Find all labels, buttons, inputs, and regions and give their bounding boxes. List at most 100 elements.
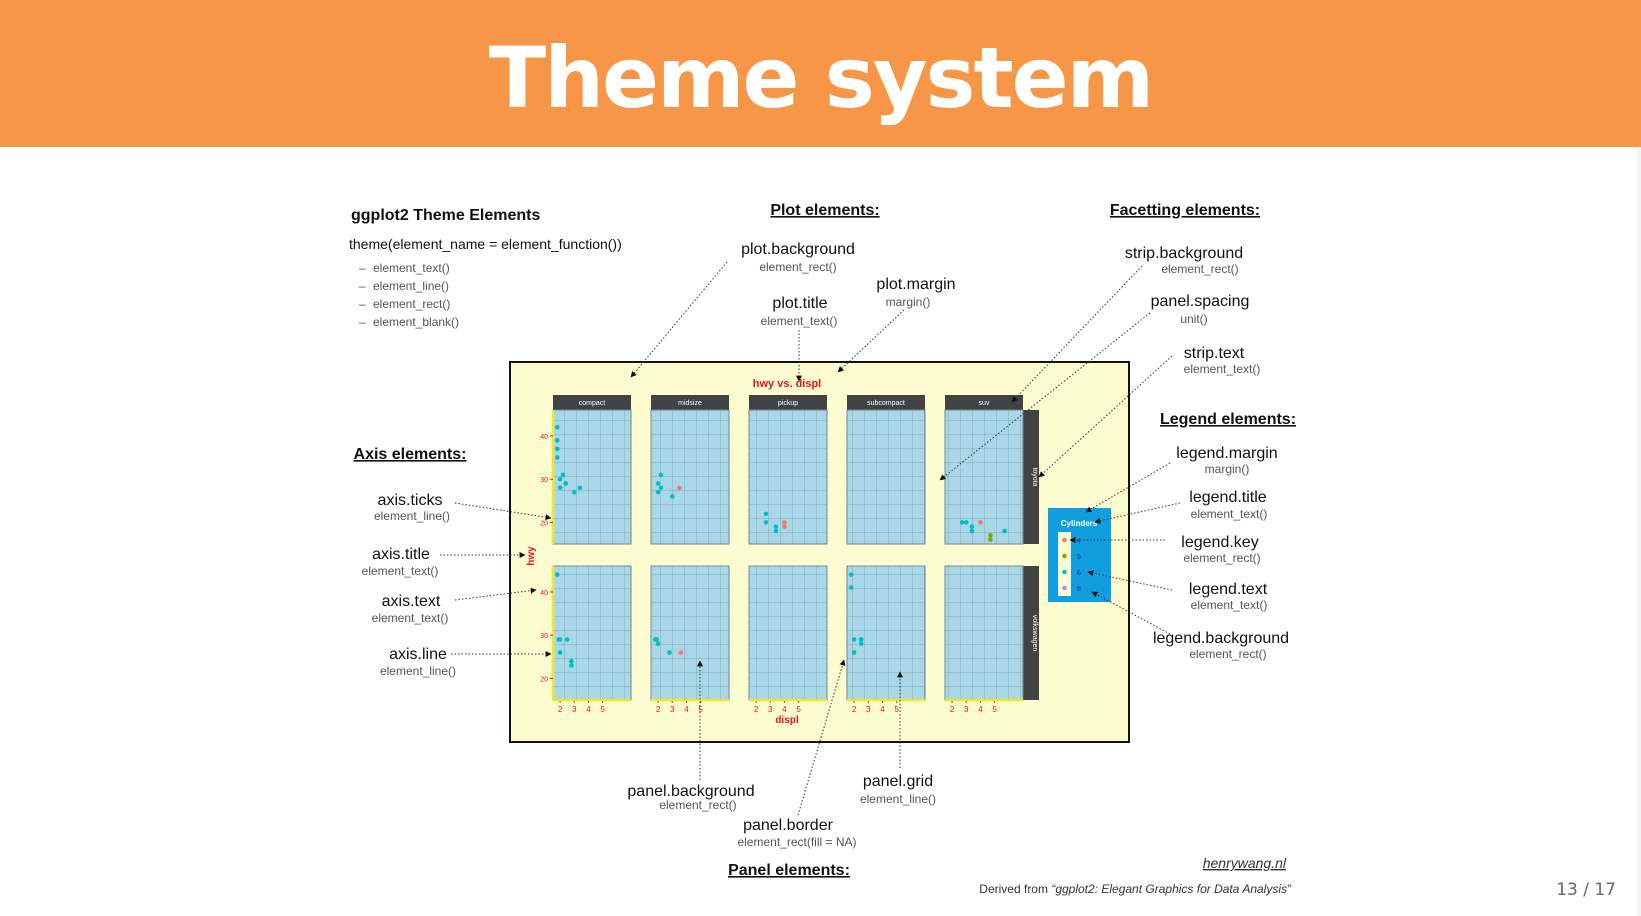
function-item: element_rect(): [373, 297, 450, 311]
x-axis-title: displ: [775, 715, 799, 726]
strip-background: [1023, 566, 1039, 700]
leader-axis-ticks: [454, 502, 552, 521]
axis-text: 2: [852, 705, 857, 714]
data-point: [557, 485, 563, 491]
page-number: 13 / 17: [1556, 880, 1616, 900]
section-axis-elements: Axis elements:: [354, 446, 467, 463]
func-panel-border: element_rect(fill = NA): [737, 835, 856, 849]
data-point: [667, 650, 672, 655]
axis-text: 3: [768, 705, 773, 714]
strip-background: [1023, 410, 1039, 544]
axis-text: 3: [670, 705, 675, 714]
leader-panel-border: [797, 659, 846, 816]
data-point: [988, 533, 993, 538]
data-point: [988, 537, 993, 542]
leader-panel-spacing: [939, 312, 1151, 481]
panel-border: [748, 409, 828, 545]
slide-title: Theme system: [488, 29, 1154, 127]
credit-derived-prefix: Derived from: [979, 882, 1051, 896]
legend-key-point: [1062, 553, 1067, 559]
leader-legend-margin: [1085, 462, 1171, 513]
axis-text: 4: [684, 705, 689, 714]
data-point: [848, 572, 854, 577]
func-legend-margin: margin(): [1205, 462, 1250, 476]
label-legend-text: legend.text: [1189, 581, 1268, 598]
label-panel-background: panel.background: [627, 783, 754, 800]
data-point: [978, 520, 983, 525]
axis-text: 5: [796, 705, 801, 714]
leader-plot-margin: [837, 309, 905, 373]
axis-text: 4: [782, 705, 787, 714]
func-plot-margin: margin(): [886, 295, 931, 309]
strip-text: volkswagen: [1031, 615, 1038, 652]
legend-text: 5: [1077, 554, 1081, 561]
data-point: [557, 476, 563, 482]
legend-text: 6: [1077, 570, 1081, 577]
axis-text: 5: [698, 705, 703, 714]
leader-legend-text: [1087, 570, 1173, 591]
panel-border: [846, 409, 926, 545]
data-point: [782, 524, 787, 530]
panel-grid: [651, 410, 729, 544]
legend-text: 4: [1077, 538, 1081, 545]
data-point: [858, 641, 864, 647]
credit-site: henrywang.nl: [1203, 855, 1287, 871]
func-legend-background: element_rect(): [1189, 647, 1266, 661]
strip-background: [749, 395, 827, 410]
label-axis-text: axis.text: [382, 593, 441, 610]
slide-header: Theme system: [0, 0, 1641, 147]
data-point: [554, 446, 560, 452]
leader-plot-background: [630, 261, 728, 378]
data-point: [963, 520, 969, 525]
axis-text: 2: [950, 705, 955, 714]
label-legend-title: legend.title: [1189, 489, 1266, 506]
strip-text: pickup: [778, 400, 798, 407]
data-point: [773, 524, 779, 530]
label-plot-title: plot.title: [772, 295, 827, 312]
credit-derived-source: “ggplot2: Elegant Graphics for Data Anal…: [1051, 882, 1292, 896]
axis-text: 30: [540, 633, 548, 640]
data-point: [677, 485, 682, 491]
label-strip-text: strip.text: [1184, 345, 1245, 362]
data-point: [658, 485, 664, 491]
func-axis-title: element_text(): [362, 564, 439, 578]
data-point: [569, 663, 574, 668]
section-plot-elements: Plot elements:: [770, 202, 879, 219]
axis-text: 4: [978, 705, 983, 714]
axis-text: 20: [540, 676, 548, 683]
axis-text: 5: [600, 705, 605, 714]
legend-key-point: [1062, 569, 1067, 575]
facet-panels: compact midsize pickup subcompact suv toyota v…: [540, 395, 1039, 714]
func-strip-background: element_rect(): [1161, 262, 1238, 276]
data-point: [564, 637, 570, 642]
data-point: [557, 637, 563, 642]
strip-text: suv: [979, 400, 990, 407]
axis-text: 2: [754, 705, 759, 714]
label-panel-border: panel.border: [743, 817, 834, 834]
data-point: [554, 424, 560, 430]
func-legend-key: element_rect(): [1183, 551, 1260, 565]
label-axis-ticks: axis.ticks: [378, 492, 443, 509]
label-plot-background: plot.background: [741, 241, 855, 258]
data-point: [655, 489, 661, 495]
panel-grid: [651, 566, 729, 700]
legend-key-point: [1062, 537, 1067, 543]
data-point: [851, 637, 857, 642]
strip-background: [651, 395, 729, 410]
y-axis-title: hwy: [526, 546, 537, 566]
axis-text: 20: [540, 520, 548, 527]
function-bullet: –: [359, 315, 366, 329]
axis-text: 3: [964, 705, 969, 714]
data-point: [969, 528, 975, 534]
label-legend-key: legend.key: [1181, 534, 1258, 551]
strip-background: [553, 395, 631, 410]
data-point: [1002, 528, 1007, 534]
legend: Cylinders 4 5 6 8: [1048, 508, 1111, 602]
data-point: [554, 572, 560, 577]
leader-legend-background: [1091, 591, 1171, 635]
panel-grid: [749, 410, 827, 544]
label-panel-grid: panel.grid: [863, 773, 933, 790]
data-point: [959, 520, 965, 525]
func-plot-background: element_rect(): [759, 260, 836, 274]
